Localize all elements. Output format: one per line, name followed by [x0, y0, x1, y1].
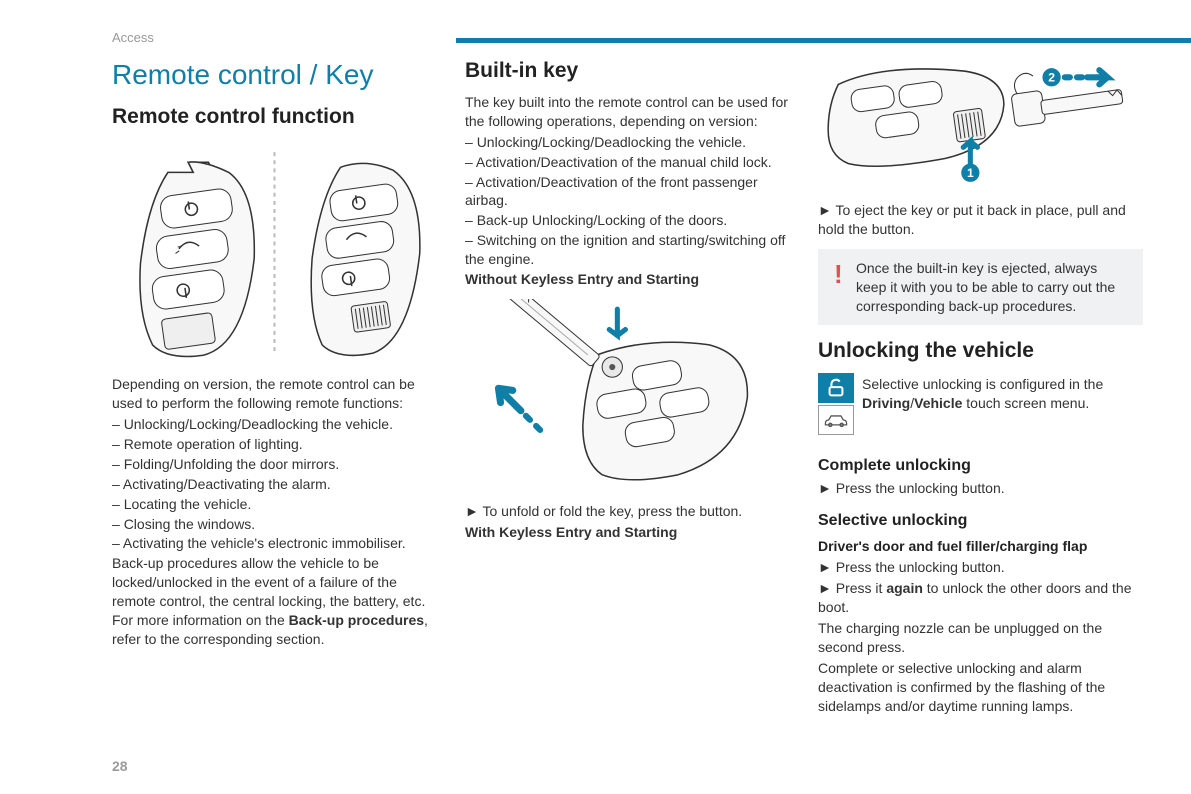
list-item: Closing the windows. — [112, 515, 437, 534]
remote-functions-list: Unlocking/Locking/Deadlocking the vehicl… — [112, 415, 437, 553]
action-complete-unlock: Press the unlocking button. — [818, 479, 1143, 498]
action-selective-2: Press it again to unlock the other doors… — [818, 579, 1143, 617]
title-selective-unlocking: Selective unlocking — [818, 512, 1143, 530]
note-text: Once the built-in key is ejected, always… — [856, 259, 1131, 316]
config-icons — [818, 373, 854, 435]
page-number: 28 — [112, 758, 128, 774]
illustration-flip-key — [465, 299, 790, 487]
car-icon — [818, 405, 854, 435]
intro-remote-functions: Depending on version, the remote control… — [112, 375, 437, 413]
backup-procedures-text: Back-up procedures allow the vehicle to … — [112, 554, 437, 648]
warning-note: ! Once the built-in key is ejected, alwa… — [818, 249, 1143, 326]
list-item: Activating the vehicle's electronic immo… — [112, 534, 437, 553]
column-left: Remote control / Key Remote control func… — [112, 59, 437, 717]
list-item: Locating the vehicle. — [112, 495, 437, 514]
list-item: Remote operation of lighting. — [112, 435, 437, 454]
selective-note-1: The charging nozzle can be unplugged on … — [818, 619, 1143, 657]
title-builtin-key: Built-in key — [465, 59, 790, 83]
action-selective-1: Press the unlocking button. — [818, 558, 1143, 577]
list-item: Folding/Unfolding the door mirrors. — [112, 455, 437, 474]
intro-builtin-key: The key built into the remote control ca… — [465, 93, 790, 131]
subtitle-drivers-door: Driver's door and fuel filler/charging f… — [818, 538, 1143, 554]
action-unfold-key: To unfold or fold the key, press the but… — [465, 502, 790, 521]
svg-text:1: 1 — [967, 166, 974, 180]
svg-text:2: 2 — [1048, 70, 1055, 84]
label-without-keyless: Without Keyless Entry and Starting — [465, 270, 790, 289]
list-item: Unlocking/Locking/Deadlocking the vehicl… — [112, 415, 437, 434]
list-item: Activating/Deactivating the alarm. — [112, 475, 437, 494]
subtitle-remote-control: Remote control function — [112, 105, 437, 129]
label-with-keyless: With Keyless Entry and Starting — [465, 523, 790, 542]
list-item: Activation/Deactivation of the front pas… — [465, 173, 790, 211]
title-complete-unlocking: Complete unlocking — [818, 457, 1143, 475]
selective-note-2: Complete or selective unlocking and alar… — [818, 659, 1143, 716]
list-item: Unlocking/Locking/Deadlocking the vehicl… — [465, 133, 790, 152]
list-item: Switching on the ignition and starting/s… — [465, 231, 790, 269]
page-title: Remote control / Key — [112, 59, 437, 91]
action-eject-key: To eject the key or put it back in place… — [818, 201, 1143, 239]
title-unlocking-vehicle: Unlocking the vehicle — [818, 339, 1143, 363]
illustration-eject-key: 1 2 — [818, 59, 1143, 186]
config-text: Selective unlocking is configured in the… — [862, 373, 1143, 415]
unlock-icon — [818, 373, 854, 403]
list-item: Back-up Unlocking/Locking of the doors. — [465, 211, 790, 230]
illustration-remote-keys — [112, 147, 437, 360]
column-right: 1 2 To eject the key or put it back in p… — [818, 59, 1143, 717]
list-item: Activation/Deactivation of the manual ch… — [465, 153, 790, 172]
builtin-key-list: Unlocking/Locking/Deadlocking the vehicl… — [465, 133, 790, 269]
column-middle: Built-in key The key built into the remo… — [465, 59, 790, 717]
warning-icon: ! — [834, 257, 843, 292]
header-rule — [456, 38, 1191, 43]
